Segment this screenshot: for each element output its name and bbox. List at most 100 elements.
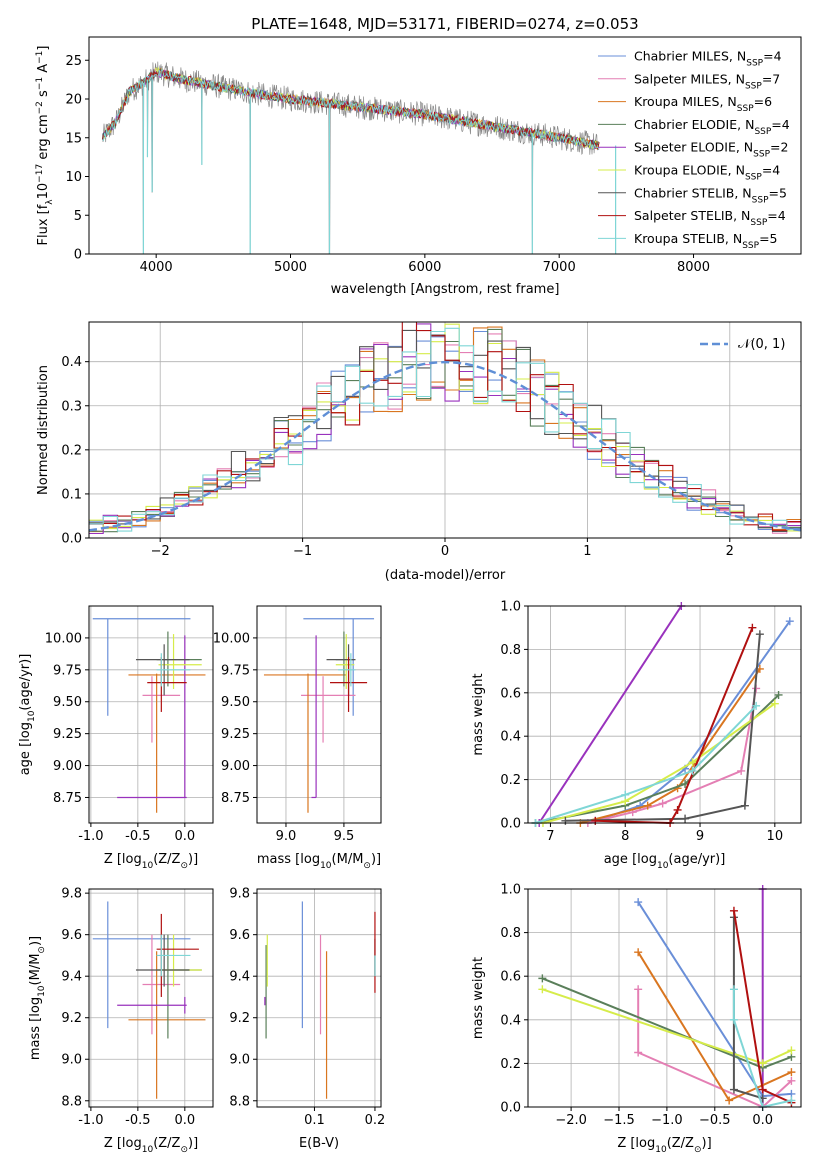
spectrum-lines xyxy=(102,61,617,254)
weight-point xyxy=(752,701,761,710)
x-axis-label: (data-model)/error xyxy=(385,568,506,583)
axes-frame xyxy=(88,888,214,1108)
weight-line xyxy=(580,668,761,824)
y-axis-label: Normed distribution xyxy=(36,365,51,495)
weight-point xyxy=(643,801,652,810)
model-spectrum-line xyxy=(102,69,600,150)
x-tick-label: 8000 xyxy=(677,260,710,275)
weight-line xyxy=(595,627,754,825)
legend-label: Chabrier ELODIE, NSSP=4 xyxy=(634,117,790,137)
model-spectrum-line xyxy=(102,66,600,150)
y-tick-label: 0.2 xyxy=(500,1057,521,1072)
weight-point xyxy=(770,699,779,708)
x-tick-label: −1.0 xyxy=(651,1113,683,1128)
weight-point xyxy=(787,1068,796,1077)
y-tick-label: 25 xyxy=(65,54,82,69)
x-tick-label: -1.0 xyxy=(78,1113,103,1128)
legend-label: Salpeter MILES, NSSP=7 xyxy=(634,71,780,91)
x-tick-label: −0.5 xyxy=(699,1113,731,1128)
axes-frame xyxy=(527,605,802,824)
weight-point xyxy=(634,898,643,907)
y-tick-label: 9.0 xyxy=(229,1053,250,1068)
x-tick-label: 6000 xyxy=(408,260,441,275)
y-tick-label: 0.8 xyxy=(500,643,521,658)
weight-point xyxy=(787,1096,796,1105)
weight-point xyxy=(688,758,697,767)
weight-point xyxy=(758,1085,767,1094)
residual-histogram xyxy=(89,327,801,532)
weight-point xyxy=(538,985,547,994)
observed-spectrum xyxy=(102,61,600,254)
y-tick-label: 0.2 xyxy=(61,443,82,458)
y-axis-label: age [log10(age/yr)] xyxy=(18,654,37,776)
x-axis-label: E(B-V) xyxy=(299,1136,339,1151)
weight-point xyxy=(634,985,643,994)
weight-point xyxy=(729,906,738,915)
weight-point xyxy=(681,814,690,823)
weight-point xyxy=(725,1096,734,1105)
axes-frame xyxy=(256,605,382,824)
x-tick-label: 8 xyxy=(621,829,629,844)
model-spectrum-line xyxy=(102,68,600,151)
y-tick-label: 10.00 xyxy=(213,631,250,646)
legend-label: Kroupa STELIB, NSSP=5 xyxy=(634,231,778,251)
weight-point xyxy=(787,1046,796,1055)
mass-age-panel: 9.0 9.5 8.75 9.00 9.25 9.50 9.75 10.00 mass [log… xyxy=(213,605,382,871)
x-tick-label: −2 xyxy=(151,544,170,559)
weight-line xyxy=(732,989,792,1109)
y-tick-label: 10 xyxy=(65,170,82,185)
legend-label: Chabrier STELIB, NSSP=5 xyxy=(634,185,787,205)
residuals-panel: −2 −1 0 1 2 0.0 0.1 0.2 0.3 0.4 (data-model)/error… xyxy=(36,321,802,583)
y-tick-label: 9.00 xyxy=(221,759,250,774)
y-axis-label: mass [log10(M/M⊙)] xyxy=(28,936,47,1060)
y-axis-label: Flux [fλ10−17 erg cm−2 s−1 A−1] xyxy=(35,46,55,246)
weight-point xyxy=(787,1076,796,1085)
y-tick-label: 9.6 xyxy=(229,928,250,943)
x-tick-label: 1 xyxy=(583,544,591,559)
x-tick-label: 5000 xyxy=(274,260,307,275)
y-tick-label: 0.4 xyxy=(61,355,82,370)
y-tick-label: 8.75 xyxy=(221,791,250,806)
weight-point xyxy=(748,623,757,632)
weight-line xyxy=(535,694,780,824)
legend-label: Kroupa MILES, NSSP=6 xyxy=(634,94,772,114)
y-tick-label: 0.1 xyxy=(61,487,82,502)
x-axis-label: wavelength [Angstrom, rest frame] xyxy=(331,282,560,297)
legend-label: Chabrier MILES, NSSP=4 xyxy=(634,49,782,69)
y-tick-label: 9.50 xyxy=(53,695,82,710)
weight-point xyxy=(758,1059,767,1068)
x-axis-label: Z [log10(Z/Z⊙)] xyxy=(104,852,198,871)
x-axis-label: age [log10(age/yr)] xyxy=(604,852,726,871)
axes-frame xyxy=(527,888,802,1108)
weight-point xyxy=(729,985,738,994)
x-tick-label: 0.0 xyxy=(174,1113,195,1128)
weight-point xyxy=(658,799,667,808)
y-tick-label: 0.6 xyxy=(500,970,521,985)
weight-point xyxy=(740,801,749,810)
weight-point xyxy=(634,1048,643,1057)
legend-label: Kroupa ELODIE, NSSP=4 xyxy=(634,163,780,183)
y-tick-label: 8.8 xyxy=(229,1094,250,1109)
x-tick-label: 7 xyxy=(546,829,554,844)
extinction-mass-panel: 0.1 0.2 8.8 9.0 9.2 9.4 9.6 9.8 E(B-V) xyxy=(229,887,385,1151)
y-tick-label: 0.0 xyxy=(500,817,521,832)
legend-label: 𝒩(0, 1) xyxy=(738,337,785,352)
weight-point xyxy=(729,1085,738,1094)
y-tick-label: 0 xyxy=(74,248,82,263)
y-tick-label: 9.25 xyxy=(221,727,250,742)
weight-line xyxy=(565,634,761,822)
x-tick-label: 4000 xyxy=(140,260,173,275)
y-tick-label: 0.6 xyxy=(500,686,521,701)
y-tick-label: 9.6 xyxy=(61,928,82,943)
y-tick-label: 0.0 xyxy=(61,532,82,547)
y-axis-label: mass weight xyxy=(471,673,486,755)
y-tick-label: 10.00 xyxy=(45,631,82,646)
y-tick-label: 9.00 xyxy=(53,759,82,774)
metallicity-weight-panel: −2.0 −1.5 −1.0 −0.5 0.0 0.0 0.2 0.4 0.6 0.8 1.0 Z [… xyxy=(471,883,802,1155)
weight-point xyxy=(634,948,643,957)
weight-point xyxy=(755,630,764,639)
axes-frame xyxy=(88,605,214,824)
weight-point xyxy=(729,1015,738,1024)
weight-line xyxy=(732,917,763,1100)
x-tick-label: 0.2 xyxy=(365,1113,386,1128)
